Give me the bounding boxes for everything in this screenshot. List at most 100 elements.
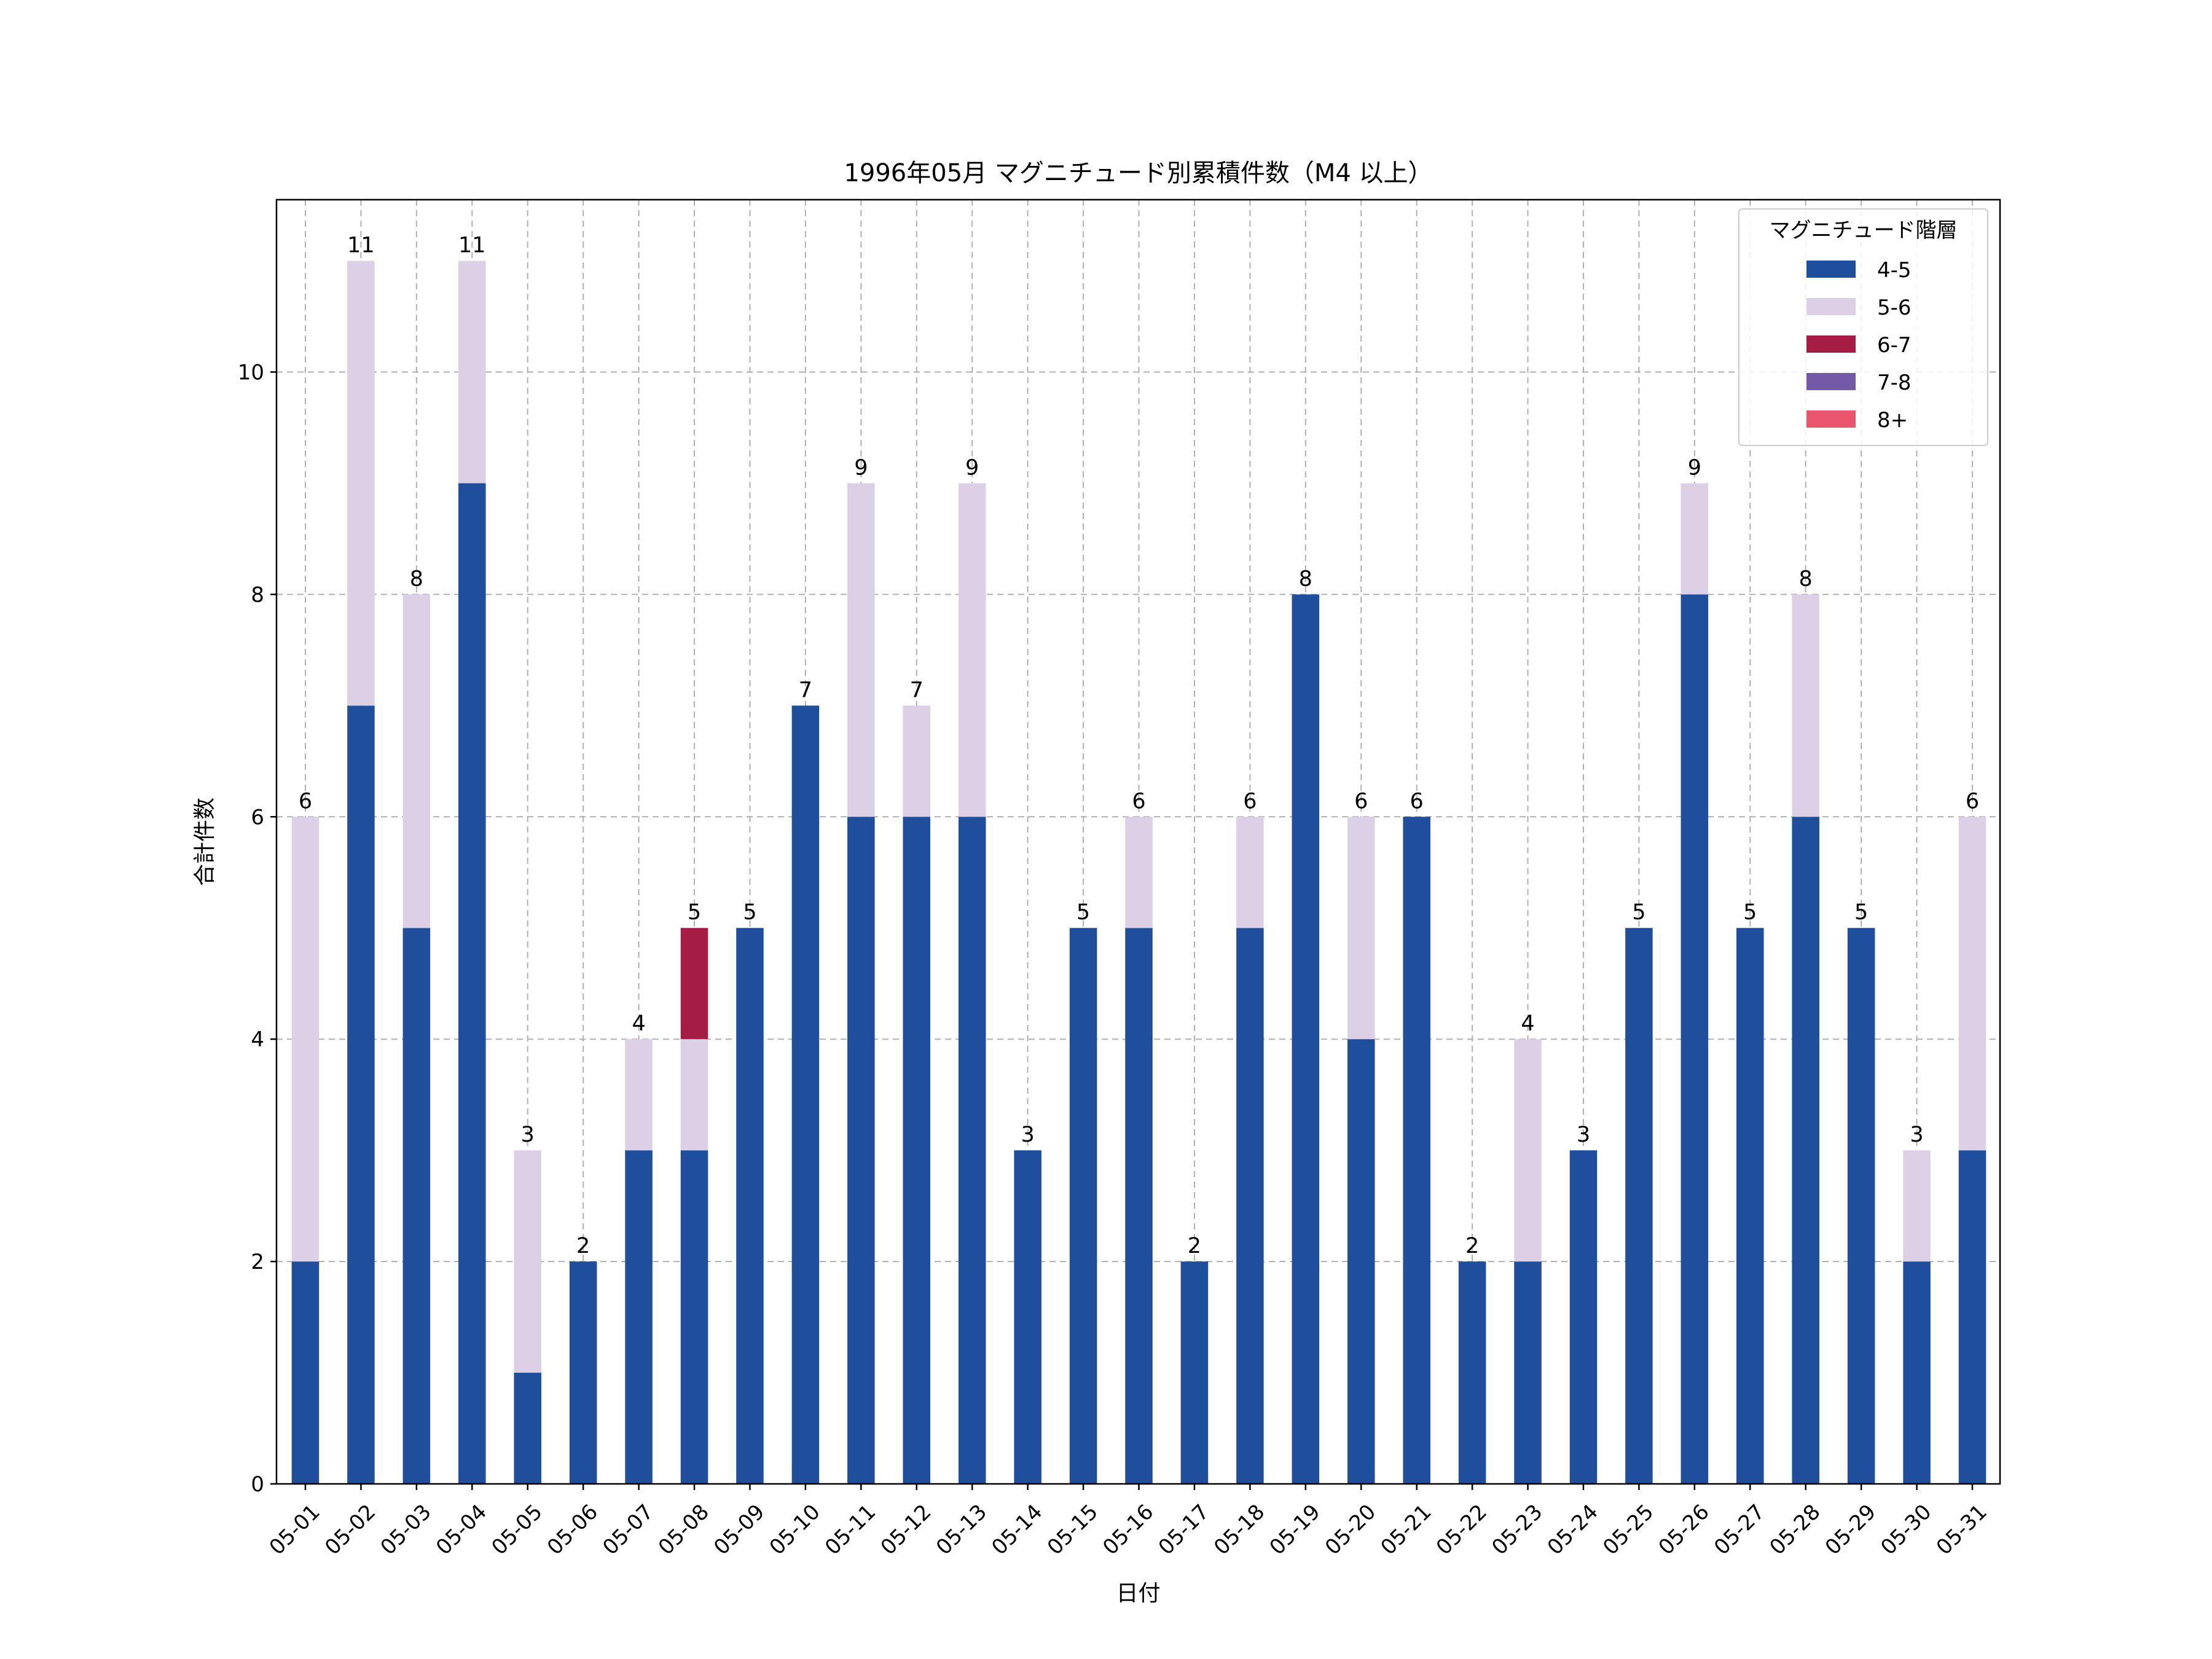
bar-segment-4-5-05-26 bbox=[1681, 594, 1709, 1484]
bar-total-label: 5 bbox=[1743, 900, 1757, 925]
x-tick-label: 05-08 bbox=[654, 1500, 714, 1560]
x-tick-label: 05-22 bbox=[1432, 1500, 1492, 1560]
x-tick-label: 05-06 bbox=[543, 1500, 603, 1560]
bar-segment-4-5-05-29 bbox=[1847, 928, 1875, 1484]
x-tick-label: 05-26 bbox=[1654, 1500, 1714, 1560]
x-tick-label: 05-10 bbox=[765, 1500, 825, 1560]
bar-segment-5-6-05-20 bbox=[1347, 817, 1375, 1040]
x-tick-label: 05-01 bbox=[265, 1500, 325, 1560]
bar-total-label: 5 bbox=[1854, 900, 1868, 925]
x-tick-label: 05-28 bbox=[1765, 1500, 1825, 1560]
bar-segment-5-6-05-30 bbox=[1903, 1150, 1931, 1262]
bar-segment-4-5-05-25 bbox=[1625, 928, 1653, 1484]
x-tick-label: 05-25 bbox=[1598, 1500, 1658, 1560]
bar-segment-5-6-05-31 bbox=[1958, 817, 1986, 1151]
bar-total-label: 8 bbox=[410, 567, 423, 591]
legend-label: 6-7 bbox=[1877, 333, 1912, 358]
x-axis-label: 日付 bbox=[1116, 1581, 1160, 1606]
bar-total-label: 2 bbox=[576, 1234, 590, 1258]
bar-segment-4-5-05-12 bbox=[903, 817, 931, 1484]
bar-total-label: 9 bbox=[854, 455, 868, 480]
x-tick-label: 05-27 bbox=[1709, 1500, 1770, 1560]
bar-segment-4-5-05-13 bbox=[958, 817, 986, 1484]
bar-segment-4-5-05-19 bbox=[1292, 594, 1320, 1484]
x-tick-label: 05-18 bbox=[1209, 1500, 1269, 1560]
bar-total-label: 4 bbox=[632, 1011, 645, 1036]
bar-total-label: 9 bbox=[965, 455, 979, 480]
y-tick-label: 0 bbox=[251, 1472, 264, 1497]
bar-segment-4-5-05-21 bbox=[1403, 817, 1430, 1484]
bar-segment-4-5-05-14 bbox=[1014, 1150, 1041, 1484]
data-label-layer: 6 11 8 11 3 2 4 5 5 7 9 7 9 3 5 6 2 6 8 6 6 2 4 3 5 9 5 8 5 3 6 bbox=[299, 233, 1979, 1259]
legend-swatch bbox=[1806, 298, 1856, 315]
bar-total-label: 7 bbox=[910, 678, 924, 702]
bar-total-label: 11 bbox=[458, 233, 486, 258]
bar-total-label: 3 bbox=[521, 1123, 535, 1147]
bar-total-label: 6 bbox=[1410, 789, 1424, 814]
y-tick-label: 8 bbox=[251, 582, 264, 607]
legend-swatch bbox=[1806, 373, 1856, 390]
bar-total-label: 5 bbox=[1077, 900, 1090, 925]
x-tick-label: 05-31 bbox=[1932, 1500, 1992, 1560]
legend-label: 7-8 bbox=[1877, 371, 1912, 395]
bar-segment-5-6-05-26 bbox=[1681, 483, 1709, 595]
bar-segment-4-5-05-01 bbox=[291, 1261, 320, 1484]
bar-total-label: 4 bbox=[1521, 1011, 1534, 1036]
bar-segment-4-5-05-04 bbox=[458, 483, 486, 1484]
legend-box bbox=[1738, 208, 1988, 446]
bar-total-label: 3 bbox=[1021, 1123, 1034, 1147]
bar-total-label: 6 bbox=[1966, 789, 1979, 814]
bar-total-label: 6 bbox=[1354, 789, 1368, 814]
bar-segment-4-5-05-31 bbox=[1958, 1150, 1986, 1484]
x-tick-label: 05-02 bbox=[320, 1500, 380, 1560]
bar-segment-5-6-05-01 bbox=[291, 817, 320, 1262]
bar-segment-5-6-05-16 bbox=[1125, 817, 1153, 928]
bar-segment-4-5-05-03 bbox=[402, 928, 431, 1484]
x-tick-label: 05-17 bbox=[1154, 1500, 1214, 1560]
bar-total-label: 5 bbox=[743, 900, 756, 925]
bar-total-label: 3 bbox=[1910, 1123, 1923, 1147]
y-axis-label: 合計件数 bbox=[192, 798, 218, 886]
x-tick-label: 05-11 bbox=[820, 1500, 880, 1560]
bar-total-label: 3 bbox=[1577, 1123, 1590, 1147]
bar-layer bbox=[291, 261, 1986, 1484]
x-tick-label: 05-07 bbox=[598, 1500, 658, 1560]
bar-segment-4-5-05-30 bbox=[1903, 1261, 1931, 1484]
bar-segment-4-5-05-17 bbox=[1180, 1261, 1209, 1484]
legend-swatch bbox=[1806, 410, 1856, 428]
x-tick-label: 05-24 bbox=[1543, 1500, 1603, 1560]
legend-label: 5-6 bbox=[1877, 296, 1912, 320]
bar-segment-5-6-05-02 bbox=[347, 261, 375, 706]
x-tick-label: 05-30 bbox=[1876, 1500, 1936, 1560]
bar-total-label: 8 bbox=[1799, 567, 1813, 591]
bar-segment-4-5-05-15 bbox=[1069, 928, 1097, 1484]
bar-total-label: 8 bbox=[1299, 567, 1312, 591]
y-tick-label: 6 bbox=[251, 805, 264, 830]
bar-segment-6-7-05-08 bbox=[680, 928, 708, 1040]
bar-total-label: 6 bbox=[1243, 789, 1257, 814]
x-tick-label: 05-13 bbox=[931, 1500, 992, 1560]
bar-segment-4-5-05-06 bbox=[569, 1261, 597, 1484]
bar-segment-4-5-05-10 bbox=[791, 705, 820, 1484]
bar-total-label: 7 bbox=[799, 678, 812, 702]
bar-total-label: 2 bbox=[1465, 1234, 1479, 1258]
x-tick-label: 05-16 bbox=[1098, 1500, 1158, 1560]
bar-segment-4-5-05-05 bbox=[514, 1373, 541, 1484]
bar-segment-5-6-05-08 bbox=[680, 1039, 708, 1151]
bar-total-label: 6 bbox=[1132, 789, 1145, 814]
bar-segment-4-5-05-22 bbox=[1458, 1261, 1486, 1484]
bar-segment-4-5-05-09 bbox=[736, 928, 764, 1484]
x-tick-label: 05-03 bbox=[376, 1500, 436, 1560]
bar-total-label: 5 bbox=[688, 900, 701, 925]
bar-segment-4-5-05-07 bbox=[625, 1150, 653, 1484]
x-tick-label: 05-14 bbox=[987, 1500, 1047, 1560]
bar-segment-5-6-05-23 bbox=[1514, 1039, 1542, 1262]
bar-segment-4-5-05-18 bbox=[1236, 928, 1264, 1484]
bar-segment-4-5-05-11 bbox=[847, 817, 875, 1484]
bar-segment-5-6-05-03 bbox=[402, 594, 431, 928]
bar-segment-4-5-05-27 bbox=[1736, 928, 1764, 1484]
x-tick-label: 05-05 bbox=[487, 1500, 547, 1560]
bar-segment-4-5-05-23 bbox=[1514, 1261, 1542, 1484]
